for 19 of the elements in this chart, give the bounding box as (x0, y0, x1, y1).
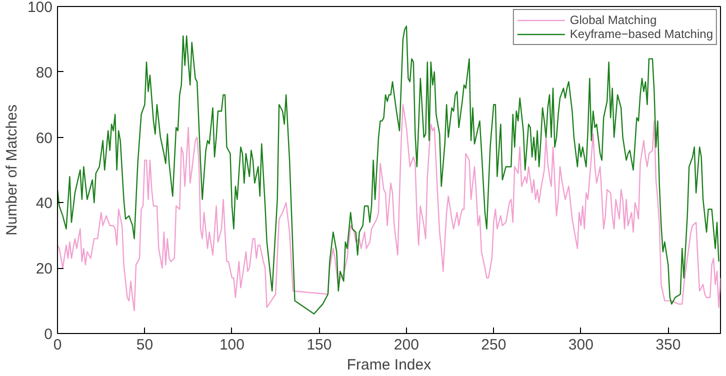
y-axis-title: Number of Matches (3, 104, 20, 236)
x-tick-label: 300 (568, 336, 594, 354)
legend-label: Keyframe−based Matching (570, 27, 713, 41)
x-tick-label: 50 (136, 336, 154, 354)
y-tick-label: 100 (27, 0, 53, 16)
x-tick-label: 200 (394, 336, 419, 354)
y-tick-label: 0 (44, 326, 52, 343)
x-axis-title: Frame Index (346, 356, 432, 374)
y-tick-label: 20 (36, 260, 53, 278)
x-tick-label: 150 (306, 336, 332, 354)
line-series (58, 26, 720, 314)
y-tick-label: 40 (36, 195, 53, 212)
y-tick-label: 60 (36, 130, 53, 147)
line-series (58, 104, 720, 312)
x-tick-label: 100 (219, 336, 244, 354)
x-tick-label: 250 (481, 336, 506, 354)
legend-label: Global Matching (570, 13, 657, 27)
y-tick-label: 80 (36, 64, 53, 82)
x-tick-label: 350 (656, 336, 681, 354)
